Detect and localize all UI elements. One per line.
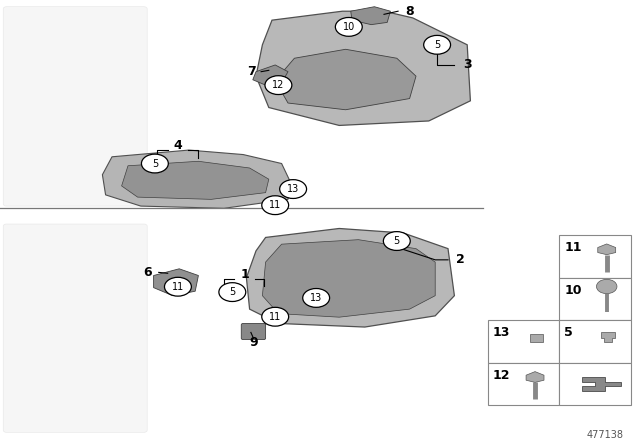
Circle shape (424, 35, 451, 54)
Circle shape (219, 283, 246, 302)
Polygon shape (275, 49, 416, 110)
FancyBboxPatch shape (3, 7, 147, 206)
Circle shape (596, 280, 617, 294)
Circle shape (280, 180, 307, 198)
Circle shape (303, 289, 330, 307)
Polygon shape (598, 244, 616, 254)
Text: 5: 5 (229, 287, 236, 297)
Polygon shape (122, 161, 269, 199)
Text: 8: 8 (405, 4, 414, 18)
Circle shape (335, 17, 362, 36)
Polygon shape (526, 372, 544, 383)
Circle shape (262, 307, 289, 326)
Polygon shape (582, 377, 621, 391)
Bar (559, 235, 631, 278)
Polygon shape (102, 150, 291, 208)
Text: 5: 5 (564, 326, 573, 339)
Text: 7: 7 (247, 65, 256, 78)
Polygon shape (246, 228, 454, 327)
Text: 11: 11 (564, 241, 582, 254)
Bar (559, 363, 631, 405)
Bar (488, 363, 559, 405)
Polygon shape (262, 240, 435, 317)
Circle shape (383, 232, 410, 250)
Text: 5: 5 (394, 236, 400, 246)
Circle shape (262, 196, 289, 215)
Text: 2: 2 (456, 253, 465, 267)
Text: 1: 1 (240, 268, 249, 281)
Text: 12: 12 (493, 369, 510, 382)
Polygon shape (256, 11, 470, 125)
Text: 4: 4 (173, 139, 182, 152)
Text: 3: 3 (463, 58, 472, 72)
Text: 11: 11 (269, 200, 282, 210)
Bar (530, 334, 543, 342)
Circle shape (265, 76, 292, 95)
Circle shape (164, 277, 191, 296)
Text: 10: 10 (564, 284, 582, 297)
Text: 9: 9 (249, 336, 258, 349)
Text: 13: 13 (493, 326, 510, 339)
Text: 12: 12 (272, 80, 285, 90)
Polygon shape (351, 7, 390, 25)
Text: 11: 11 (269, 312, 282, 322)
Text: 11: 11 (172, 282, 184, 292)
Bar (559, 320, 631, 363)
Text: 6: 6 (143, 266, 152, 279)
Text: 13: 13 (310, 293, 323, 303)
Bar (488, 320, 559, 363)
Polygon shape (601, 332, 615, 342)
Polygon shape (253, 65, 288, 85)
Text: 5: 5 (434, 40, 440, 50)
FancyBboxPatch shape (3, 224, 147, 432)
Text: 477138: 477138 (587, 430, 624, 440)
Polygon shape (154, 269, 198, 296)
Circle shape (141, 154, 168, 173)
Bar (559, 278, 631, 320)
FancyBboxPatch shape (241, 323, 266, 340)
Text: 5: 5 (152, 159, 158, 168)
Text: 13: 13 (287, 184, 300, 194)
Text: 10: 10 (342, 22, 355, 32)
